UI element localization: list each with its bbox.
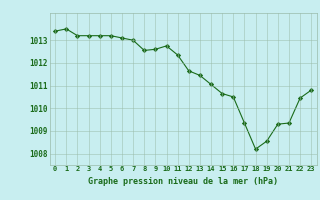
X-axis label: Graphe pression niveau de la mer (hPa): Graphe pression niveau de la mer (hPa) <box>88 177 278 186</box>
